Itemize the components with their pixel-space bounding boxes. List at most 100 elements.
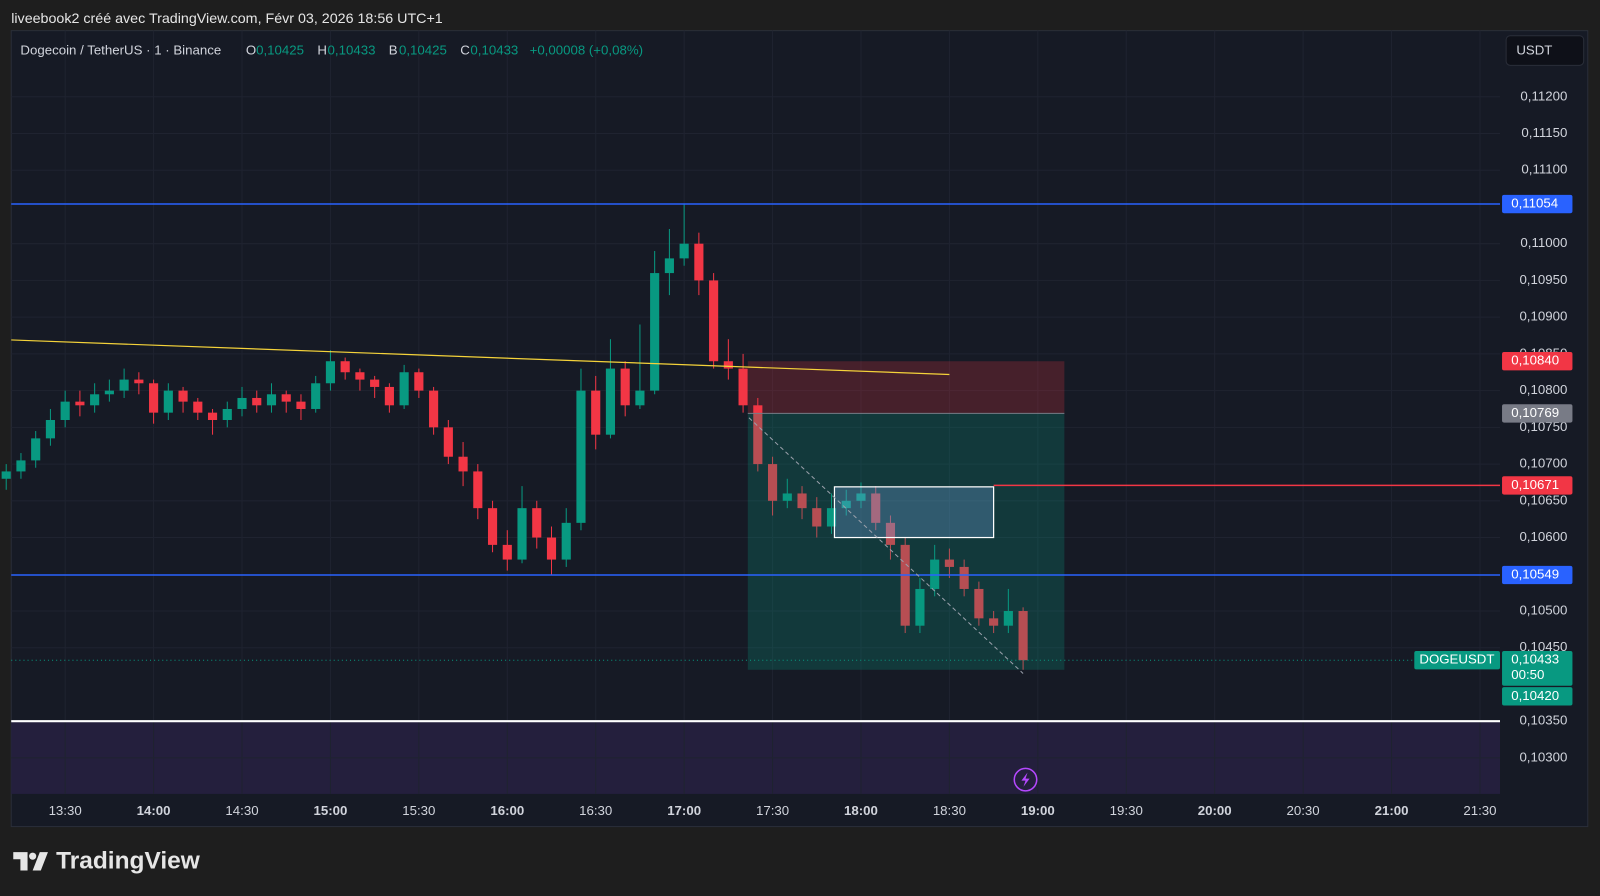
- candle-body: [635, 390, 645, 406]
- candle-body: [487, 508, 498, 545]
- candle-body: [458, 456, 468, 472]
- x-tick-label: 17:30: [756, 803, 789, 818]
- target-badge-label: 0,10420: [1511, 688, 1559, 703]
- legend-key: B: [389, 43, 398, 58]
- candle-body: [281, 394, 291, 402]
- candle-body: [959, 566, 969, 589]
- x-tick-label: 20:00: [1198, 803, 1232, 818]
- candle-body: [723, 361, 733, 369]
- candle-body: [797, 493, 807, 509]
- brand: TradingView: [56, 848, 201, 875]
- candle-body: [370, 379, 380, 387]
- logo-mark: [13, 852, 48, 871]
- y-tick-label: 0,10700: [1519, 456, 1567, 471]
- plot-area: [1, 30, 1501, 794]
- legend-value: 0,10425: [399, 43, 447, 58]
- candle-body: [311, 383, 321, 409]
- candle-body: [753, 405, 763, 465]
- candle-body: [502, 544, 512, 560]
- candle-body: [679, 243, 689, 259]
- candle-body: [782, 493, 792, 501]
- candle-body: [134, 379, 144, 384]
- symbol-badge: [1414, 651, 1500, 670]
- candle-body: [325, 361, 336, 384]
- candle-body: [429, 390, 439, 428]
- candle-body: [163, 390, 173, 413]
- candle-body: [31, 438, 41, 461]
- price-badge: [1502, 352, 1573, 371]
- legend-value: 0,10433: [328, 43, 376, 58]
- candle-body: [1003, 610, 1013, 626]
- candle-body: [826, 508, 837, 527]
- countdown: 00:50: [1511, 667, 1544, 682]
- x-tick-label: 15:00: [313, 803, 347, 818]
- x-tick-label: 14:00: [137, 803, 171, 818]
- price-badge-label: 0,10549: [1511, 567, 1559, 582]
- price-badge: [1502, 404, 1573, 423]
- candle-body: [974, 588, 984, 619]
- legend-value: 0,10433: [470, 43, 518, 58]
- candle-body: [178, 390, 188, 402]
- x-tick-label: 13:30: [49, 803, 82, 818]
- candle-body: [45, 419, 55, 439]
- candle-body: [149, 383, 159, 413]
- x-tick-label: 17:00: [667, 803, 701, 818]
- price-badge-label: 0,10671: [1511, 477, 1559, 492]
- logo: TradingView: [13, 848, 201, 875]
- price-badge-label: 0,10769: [1511, 405, 1559, 420]
- symbol-badge-label: DOGEUSDT: [1419, 652, 1494, 667]
- candle-body: [664, 258, 674, 274]
- candle-body: [841, 500, 851, 509]
- candle-body: [473, 471, 483, 509]
- candle-body: [605, 368, 616, 435]
- x-tick-label: 20:30: [1287, 803, 1320, 818]
- currency-box[interactable]: [1505, 35, 1585, 66]
- last-price-label: 0,10433: [1511, 652, 1559, 667]
- dashed-line: [748, 417, 1024, 674]
- x-tick-label: 18:00: [844, 803, 878, 818]
- candle-body: [443, 427, 453, 457]
- logo-dot: [29, 852, 37, 860]
- candle-body: [856, 493, 866, 501]
- rectangle: [833, 486, 995, 539]
- candle-body: [207, 412, 218, 420]
- y-tick-label: 0,10300: [1519, 749, 1567, 764]
- event-icon[interactable]: [1013, 767, 1038, 792]
- candle-body: [767, 464, 778, 501]
- legend-key: O: [246, 43, 256, 58]
- legend-change: +0,00008 (+0,08%): [530, 43, 643, 58]
- y-tick-label: 0,10350: [1519, 713, 1567, 728]
- candle-body: [222, 408, 232, 420]
- currency[interactable]: USDT: [1516, 43, 1552, 58]
- price-badge-label: 0,10840: [1511, 353, 1559, 368]
- candle-body: [989, 618, 999, 626]
- x-tick-label: 14:30: [225, 803, 258, 818]
- candle-body: [591, 390, 601, 435]
- candle-body: [620, 368, 630, 406]
- candle-body: [871, 493, 881, 523]
- y-tick-label: 0,10500: [1519, 602, 1567, 617]
- candle-body: [944, 559, 954, 567]
- target-badge: [1502, 687, 1573, 706]
- x-tick-label: 15:30: [402, 803, 435, 818]
- y-tick-label: 0,11100: [1521, 162, 1567, 177]
- candle-body: [1018, 610, 1028, 661]
- candle-body: [546, 537, 557, 560]
- y-tick-label: 0,10600: [1519, 529, 1567, 544]
- x-tick-label: 19:30: [1110, 803, 1143, 818]
- last-price-badge: [1502, 651, 1573, 686]
- x-tick-label: 19:00: [1021, 803, 1055, 818]
- legend-key: H: [317, 43, 327, 58]
- candle-body: [104, 390, 114, 395]
- y-tick-label: 0,11150: [1521, 125, 1567, 140]
- x-tick-label: 16:30: [579, 803, 612, 818]
- x-tick-label: 16:00: [490, 803, 524, 818]
- candle-body: [237, 397, 247, 409]
- overlays: [11, 203, 1500, 723]
- candle-body: [812, 508, 822, 527]
- price-badge: [1502, 565, 1573, 585]
- candle-body: [915, 588, 925, 626]
- candle-body: [738, 368, 748, 406]
- candle-body: [119, 379, 129, 391]
